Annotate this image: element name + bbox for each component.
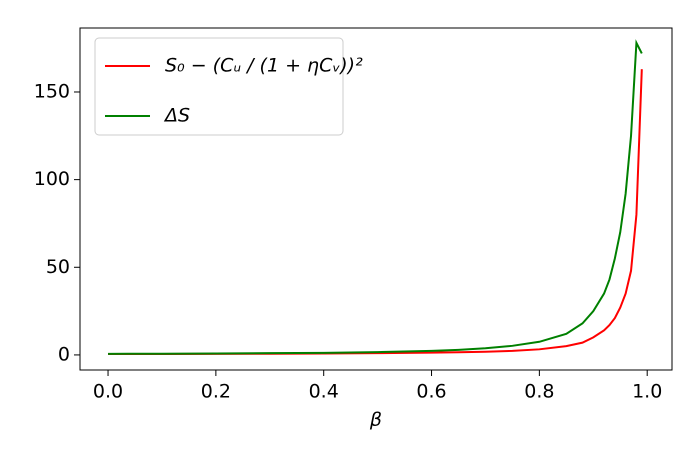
y-tick-label: 50 xyxy=(46,256,70,278)
y-tick-label: 0 xyxy=(58,343,70,365)
x-tick-label: 0.8 xyxy=(524,381,554,403)
series-line xyxy=(108,39,643,355)
plot-frame xyxy=(79,27,673,371)
legend-box xyxy=(94,37,344,136)
legend-label: ΔS xyxy=(163,105,190,127)
x-tick-label: 0.2 xyxy=(201,381,231,403)
x-tick-label: 0.4 xyxy=(309,381,339,403)
y-tick-label: 100 xyxy=(34,168,70,190)
y-tick-label: 150 xyxy=(34,80,70,102)
x-tick-label: 0.0 xyxy=(93,381,123,403)
x-tick-label: 1.0 xyxy=(632,381,662,403)
legend-label: S₀ − (Cᵤ / (1 + ηCᵥ))² xyxy=(165,55,363,77)
x-axis-label: β xyxy=(369,409,382,431)
x-tick-label: 0.6 xyxy=(416,381,446,403)
